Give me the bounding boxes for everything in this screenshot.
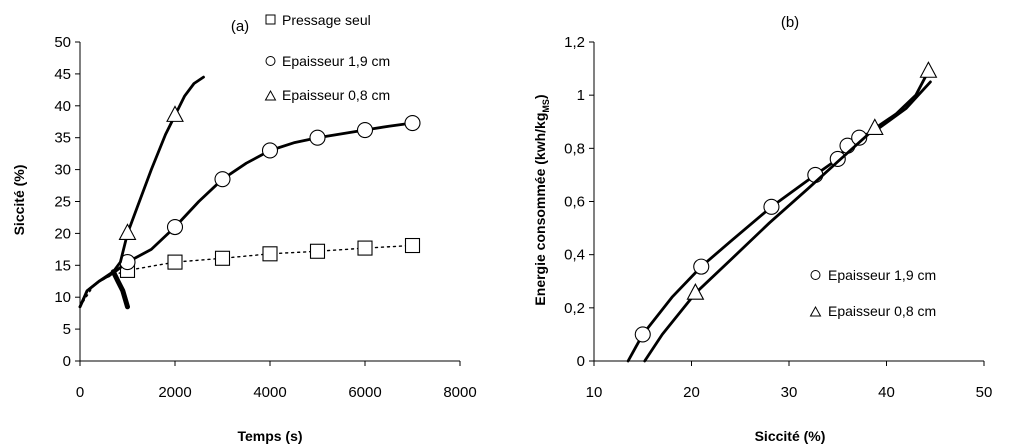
panel-b-x-tick-label: 10	[586, 384, 603, 401]
panel-a-x-tick-label: 2000	[158, 384, 191, 401]
panel-b-x-title: Siccité (%)	[755, 428, 826, 444]
panel-a-y-tick-label: 40	[54, 98, 71, 115]
panel-a-series-1-point	[214, 171, 231, 188]
panel-b-y-tick-label: 0,8	[564, 140, 585, 157]
panel-a-series-1-point	[309, 129, 326, 146]
panel-a-x-tick-label: 6000	[348, 384, 381, 401]
panel-a-series-2-point	[166, 105, 184, 122]
panel-a-series-1-point	[166, 218, 184, 236]
panel-a-y-title: Siccité (%)	[11, 165, 27, 236]
panel-b-y-tick-label: 0,6	[564, 194, 585, 211]
legend-circle-icon	[265, 56, 276, 66]
panel-b-legend: Epaisseur 1,9 cm Epaisseur 0,8 cm	[809, 267, 936, 319]
panel-a-y-tick-label: 5	[63, 321, 71, 338]
panel-a-y-tick-label: 25	[54, 194, 71, 211]
panel-a-label: (a)	[231, 18, 249, 35]
legend-triangle-icon	[809, 305, 822, 317]
panel-b-x-tick-label: 50	[976, 384, 993, 401]
panel-a-legend-label-2: Epaisseur 0,8 cm	[282, 87, 390, 103]
panel-a-series-0-point	[262, 246, 278, 262]
panel-b-y-title-subscript: MS	[541, 99, 551, 113]
panel-a-y-tick-label: 0	[63, 353, 71, 370]
panel-a-series-2-line	[78, 75, 205, 309]
panel-b-series-1-line	[643, 69, 930, 363]
panel-a-x-tick-label: 8000	[443, 384, 476, 401]
panel-b-series-0-point	[693, 258, 710, 275]
panel-a-legend-label-0: Pressage seul	[282, 12, 371, 28]
legend-triangle-icon	[264, 89, 277, 101]
panel-a-series-0-point	[309, 243, 326, 259]
panel-b-ticks: 10 20 30 40 50 0 0,2 0,4 0,6 0,8 1 1,2	[564, 34, 992, 401]
panel-a-series-0-point	[357, 240, 373, 256]
panel-a-series-0-point	[214, 250, 231, 266]
panel-b-legend-label-1: Epaisseur 0,8 cm	[828, 303, 936, 319]
panel-b-y-tick-label: 0	[577, 353, 585, 370]
panel-a-x-tick-label: 0	[76, 384, 84, 401]
panel-b-y-tick-label: 1	[577, 87, 585, 104]
panel-a-x-tick-label: 4000	[253, 384, 286, 401]
panel-a-series-3-line	[110, 269, 130, 310]
panel-b-x-tick-label: 40	[878, 384, 895, 401]
panel-b-series-0-point	[829, 150, 846, 168]
panel-a-y-tick-label: 10	[54, 289, 71, 306]
panel-a-series-1-point	[261, 142, 279, 159]
panel-a-legend: Pressage seul Epaisseur 1,9 cm Epaisseur…	[262, 8, 452, 106]
panel-b-series-1-point	[686, 283, 705, 300]
panel-b-series-0-point	[851, 129, 868, 146]
panel-a-y-tick-label: 30	[54, 162, 71, 179]
panel-b-label: (b)	[781, 14, 799, 31]
panel-a-series-0-point	[167, 254, 183, 270]
panel-b-series-layer	[626, 61, 938, 363]
panel-b-x-tick-label: 20	[683, 384, 700, 401]
panel-a-ticks: 0 2000 4000 6000 8000 0 5 10 15 20 25 30 35 40 45 50	[54, 34, 476, 401]
panel-a-series-layer	[78, 75, 421, 310]
panel-a-y-tick-label: 45	[54, 66, 71, 83]
panel-a-legend-label-1: Epaisseur 1,9 cm	[282, 53, 390, 69]
panel-a-legend-bg	[262, 8, 452, 106]
panel-a-series-1-point	[356, 121, 374, 139]
panel-a-series-2-point	[118, 223, 137, 240]
panel-a-series-0-point	[404, 237, 421, 254]
panel-a-series-0-line	[79, 244, 414, 308]
panel-a-y-tick-label: 15	[54, 257, 71, 274]
panel-a-series-1-line	[78, 121, 414, 309]
legend-square-icon	[265, 14, 276, 25]
panel-b-series-0-point	[763, 198, 780, 215]
panel-b-series-1-point	[919, 61, 938, 78]
panel-b-y-tick-label: 1,2	[564, 34, 585, 51]
legend-circle-icon	[810, 270, 821, 280]
panel-b-legend-label-0: Epaisseur 1,9 cm	[828, 267, 936, 283]
panel-b-x-tick-label: 30	[781, 384, 798, 401]
panel-b-y-title-main: Energie consommée (kwh/kg	[532, 113, 548, 306]
panel-b-y-tick-label: 0,2	[564, 300, 585, 317]
panel-b-y-title: Energie consommée (kwh/kgMS)	[532, 94, 551, 305]
panel-a-plot: (a) Temps (s) Siccité (%) 0 2000 4000 6000 8…	[11, 8, 477, 444]
panel-a-series-1-point	[404, 114, 421, 132]
panel-b-plot: (b) Siccité (%) Energie consommée (kwh/k…	[532, 14, 992, 444]
panel-a-y-tick-label: 35	[54, 130, 71, 147]
panel-b-series-1-point	[865, 118, 884, 135]
panel-a-y-tick-label: 50	[54, 34, 71, 51]
panel-a-x-title: Temps (s)	[237, 428, 302, 444]
panel-b-series-0-point	[634, 326, 651, 343]
panel-b-y-tick-label: 0,4	[564, 247, 585, 264]
panel-b-y-title-close: )	[532, 94, 548, 99]
panel-a-y-tick-label: 20	[54, 225, 71, 242]
